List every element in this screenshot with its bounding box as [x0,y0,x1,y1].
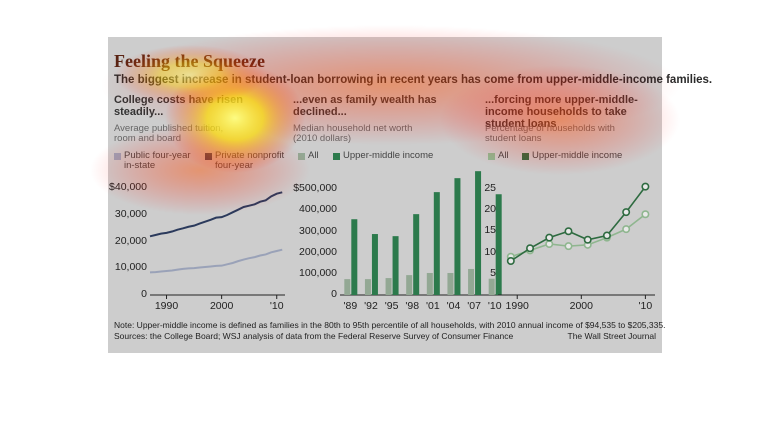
legend-swatch [333,153,340,160]
bar [433,192,440,295]
x-tick-label: '10 [269,300,284,312]
y-tick-label: 30,000 [114,208,147,220]
marker [641,182,650,191]
bar [447,272,454,295]
bar [364,279,371,295]
legend-swatch [205,153,212,160]
marker [526,244,535,253]
legend-label: Public four-year in-state [124,150,191,172]
marker [622,208,631,217]
x-tick-label: '98 [405,300,420,312]
panel-header: College costs have risen steadily... [114,94,243,119]
x-tick-label: 2000 [569,300,593,312]
marker [564,227,573,236]
panel-label: Average published tuition, room and boar… [114,123,224,145]
y-tick-label: 10 [484,245,496,258]
line-series [149,191,283,238]
sources: Sources: the College Board; WSJ analysis… [114,331,514,341]
bar [426,272,433,295]
marker [583,235,592,244]
legend-swatch [114,153,121,160]
y-tick-label: 100,000 [299,266,337,279]
bar [468,268,475,295]
marker [545,233,554,242]
y-tick-label: 25 [484,181,496,194]
x-tick-label: '04 [446,300,461,312]
y-tick-label: 200,000 [299,245,337,258]
legend-label: Private nonprofit four-year [215,150,285,172]
subtitle: The biggest increase in student-loan bor… [114,74,713,86]
y-tick-label: 10,000 [114,261,147,274]
y-tick-label: 20 [484,203,496,215]
bar [385,278,392,295]
bar [344,279,351,295]
marker [564,242,573,251]
bar [454,178,461,295]
legend-swatch [298,153,305,160]
x-tick-label: 1990 [505,300,529,312]
x-tick-label: '07 [467,300,481,312]
y-tick-label: $40,000 [109,181,147,194]
bar [488,278,495,295]
line-series [149,248,283,274]
bar [406,275,413,295]
bar [475,171,482,295]
x-tick-label: '01 [425,300,440,312]
bar [495,194,502,295]
bar [371,234,378,295]
x-tick-label: '10 [638,300,653,312]
y-tick-label: 5 [490,266,496,279]
x-tick-label: 2000 [209,300,234,312]
legend-label: Upper-middle income [532,150,623,161]
y-tick-label: 300,000 [299,224,337,237]
panel-label: Percentage of households with student lo… [485,123,615,145]
x-tick-label: '10 [487,300,502,312]
note: Note: Upper-middle income is defined as … [114,320,666,330]
marker [545,240,554,249]
marker [622,225,631,234]
x-tick-label: '89 [343,300,358,312]
title: Feeling the Squeeze [114,51,265,71]
legend-label: Upper-middle income [343,150,434,161]
marker [641,210,650,219]
x-tick-label: 1990 [154,300,179,312]
y-tick-label: 0 [141,288,147,300]
credit: The Wall Street Journal [567,331,657,341]
marker [506,256,515,265]
bar [413,214,420,295]
bar [392,236,399,295]
y-tick-label: 20,000 [114,234,147,247]
y-tick-label: 400,000 [299,203,337,216]
x-tick-label: '92 [364,300,378,312]
legend-swatch [488,153,495,160]
y-tick-label: $500,000 [293,182,337,195]
x-tick-label: '95 [384,300,399,312]
y-tick-label: 15 [484,224,496,237]
marker [602,231,611,240]
panel-label: Median household net worth (2010 dollars… [293,123,413,145]
y-tick-label: 0 [331,288,337,300]
legend-label: All [308,150,319,161]
bar [351,219,358,295]
panel-header: ...even as family wealth has declined... [293,94,437,119]
